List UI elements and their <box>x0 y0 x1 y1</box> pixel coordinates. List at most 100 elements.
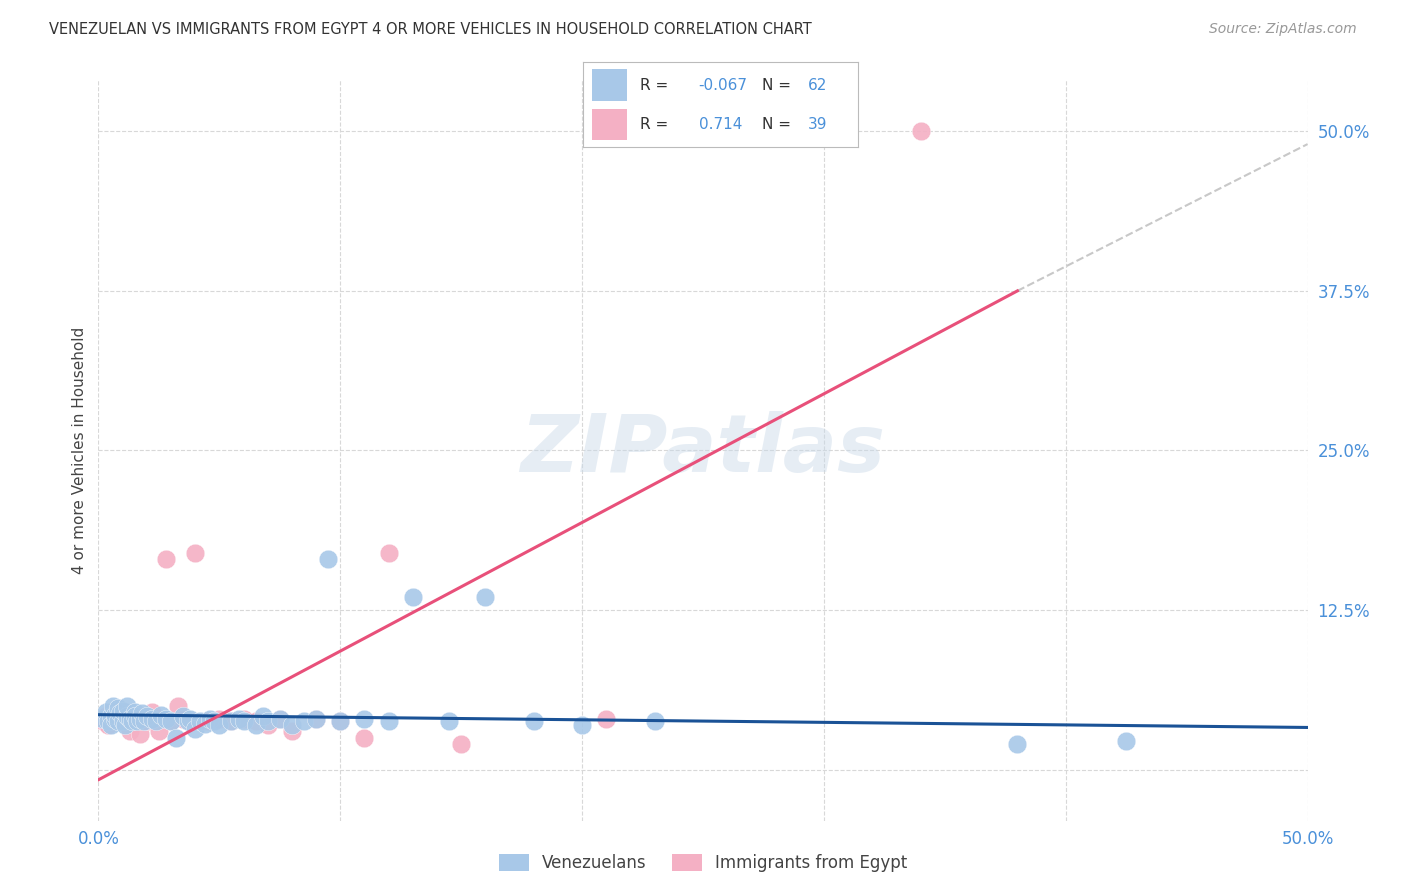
Point <box>179 714 201 728</box>
Point <box>221 714 243 728</box>
Text: 39: 39 <box>808 117 828 132</box>
Point <box>1007 737 1029 751</box>
Point <box>108 706 131 721</box>
Point <box>437 714 460 728</box>
Point <box>117 709 139 723</box>
Point <box>128 727 150 741</box>
Point <box>188 714 211 728</box>
Point <box>256 714 278 728</box>
Point <box>131 706 153 721</box>
Point <box>329 714 352 728</box>
Point <box>114 705 136 719</box>
Point <box>269 712 291 726</box>
Point <box>141 705 163 719</box>
Point <box>329 714 352 728</box>
Point <box>252 709 274 723</box>
Point <box>124 705 146 719</box>
Point <box>107 701 129 715</box>
Point <box>114 718 136 732</box>
Point <box>104 712 127 726</box>
Point <box>195 714 218 728</box>
Point <box>124 709 146 723</box>
Point <box>94 705 117 719</box>
Text: -0.067: -0.067 <box>699 78 748 93</box>
Point <box>111 714 134 728</box>
Point <box>97 718 120 732</box>
Point <box>131 712 153 726</box>
Text: VENEZUELAN VS IMMIGRANTS FROM EGYPT 4 OR MORE VEHICLES IN HOUSEHOLD CORRELATION : VENEZUELAN VS IMMIGRANTS FROM EGYPT 4 OR… <box>49 22 811 37</box>
Point <box>595 712 617 726</box>
Text: 62: 62 <box>808 78 828 93</box>
Point <box>179 712 201 726</box>
Point <box>100 709 122 723</box>
Point <box>172 709 194 723</box>
Point <box>208 712 231 726</box>
Point <box>91 712 114 726</box>
Point <box>228 712 250 726</box>
Text: ZIPatlas: ZIPatlas <box>520 411 886 490</box>
Point <box>97 714 120 728</box>
Point <box>377 714 399 728</box>
Point <box>208 718 231 732</box>
Point <box>124 709 146 723</box>
Point <box>101 712 124 726</box>
Point <box>571 718 593 732</box>
Point <box>450 737 472 751</box>
Point <box>111 714 134 728</box>
Point <box>232 714 254 728</box>
Point <box>305 712 328 726</box>
Point <box>104 714 127 728</box>
Point <box>172 712 194 726</box>
Point <box>111 704 134 718</box>
Point <box>474 591 496 605</box>
Point <box>402 591 425 605</box>
Point <box>117 698 139 713</box>
FancyBboxPatch shape <box>592 109 627 140</box>
Point <box>316 552 339 566</box>
Point <box>377 545 399 559</box>
Point <box>155 712 177 726</box>
Point <box>292 714 315 728</box>
Text: N =: N = <box>762 78 790 93</box>
Point <box>141 712 163 726</box>
Point <box>910 124 932 138</box>
Point <box>160 714 183 728</box>
Point <box>107 709 129 723</box>
Point <box>100 705 122 719</box>
Point <box>305 712 328 726</box>
Point <box>148 724 170 739</box>
Point <box>523 714 546 728</box>
Point <box>165 731 187 745</box>
Point <box>150 707 173 722</box>
Point <box>100 718 122 732</box>
FancyBboxPatch shape <box>592 70 627 101</box>
Point <box>128 712 150 726</box>
Text: Source: ZipAtlas.com: Source: ZipAtlas.com <box>1209 22 1357 37</box>
Text: R =: R = <box>640 78 668 93</box>
Point <box>644 714 666 728</box>
Point <box>232 712 254 726</box>
Point <box>198 712 221 726</box>
Point <box>281 724 304 739</box>
Point <box>184 722 207 736</box>
Point <box>245 718 267 732</box>
Point <box>177 714 200 728</box>
Point <box>160 714 183 728</box>
Point <box>121 714 143 728</box>
Y-axis label: 4 or more Vehicles in Household: 4 or more Vehicles in Household <box>72 326 87 574</box>
Point <box>221 714 243 728</box>
Point <box>117 712 139 726</box>
Point <box>127 714 149 728</box>
Point <box>353 712 375 726</box>
Text: N =: N = <box>762 117 790 132</box>
Text: R =: R = <box>640 117 668 132</box>
Point <box>94 709 117 723</box>
Point <box>135 714 157 728</box>
Point <box>107 714 129 728</box>
Point <box>269 712 291 726</box>
Point <box>108 712 131 726</box>
Point <box>135 709 157 723</box>
Point <box>281 718 304 732</box>
Point <box>256 718 278 732</box>
Point <box>118 724 141 739</box>
